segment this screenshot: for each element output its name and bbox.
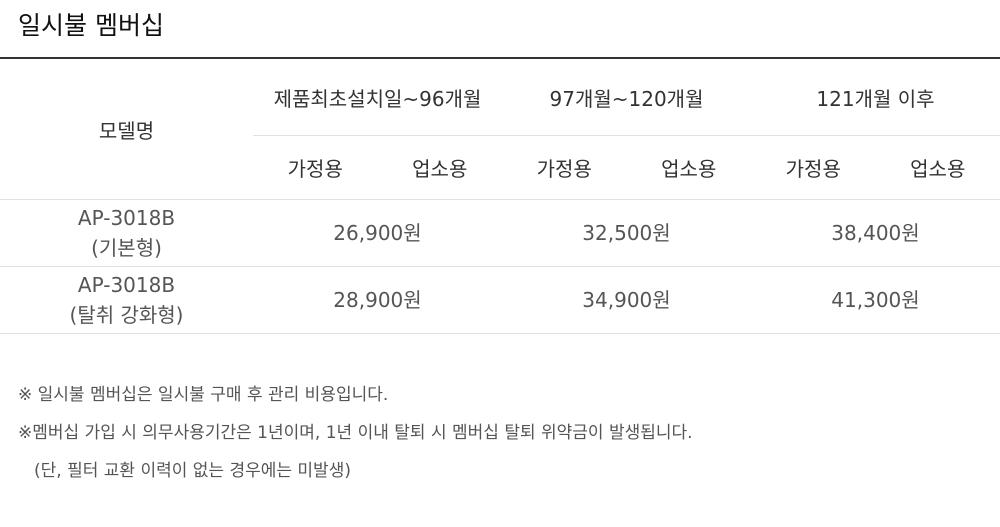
home-use-header: 가정용 bbox=[751, 135, 876, 200]
membership-price-table: 모델명 제품최초설치일~96개월 97개월~120개월 121개월 이후 가정용… bbox=[0, 59, 1000, 334]
period-header: 제품최초설치일~96개월 bbox=[253, 59, 502, 136]
business-use-header: 업소용 bbox=[626, 135, 751, 200]
model-name: AP-3018B bbox=[77, 273, 176, 297]
table-row: AP-3018B (기본형) 26,900원 32,500원 38,400원 bbox=[0, 199, 1000, 267]
footnote: ※ 일시불 멤버십은 일시불 구매 후 관리 비용입니다. bbox=[18, 385, 389, 405]
page-title: 일시불 멤버십 bbox=[18, 11, 164, 40]
period-header: 121개월 이후 bbox=[751, 59, 1000, 136]
table-row: AP-3018B (탈취 강화형) 28,900원 34,900원 41,300원 bbox=[0, 266, 1000, 334]
business-use-header: 업소용 bbox=[875, 135, 1000, 200]
model-cell: AP-3018B (기본형) bbox=[0, 199, 253, 267]
model-variant: (기본형) bbox=[91, 236, 162, 260]
model-header: 모델명 bbox=[0, 59, 253, 200]
price-cell: 32,500원 bbox=[502, 199, 751, 267]
title-divider bbox=[0, 57, 1000, 59]
business-use-header: 업소용 bbox=[377, 135, 502, 200]
home-use-header: 가정용 bbox=[502, 135, 627, 200]
price-cell: 34,900원 bbox=[502, 266, 751, 334]
price-cell: 41,300원 bbox=[751, 266, 1000, 334]
model-variant: (탈취 강화형) bbox=[69, 303, 184, 327]
model-cell: AP-3018B (탈취 강화형) bbox=[0, 266, 253, 334]
price-cell: 26,900원 bbox=[253, 199, 502, 267]
price-cell: 28,900원 bbox=[253, 266, 502, 334]
footnote: (단, 필터 교환 이력이 없는 경우에는 미발생) bbox=[34, 461, 351, 481]
price-cell: 38,400원 bbox=[751, 199, 1000, 267]
period-header: 97개월~120개월 bbox=[502, 59, 751, 136]
model-name: AP-3018B bbox=[77, 206, 176, 230]
footnote: ※멤버십 가입 시 의무사용기간은 1년이며, 1년 이내 탈퇴 시 멤버십 탈… bbox=[18, 423, 693, 443]
footnotes: ※ 일시불 멤버십은 일시불 구매 후 관리 비용입니다. ※멤버십 가입 시 … bbox=[18, 376, 693, 490]
home-use-header: 가정용 bbox=[253, 135, 378, 200]
